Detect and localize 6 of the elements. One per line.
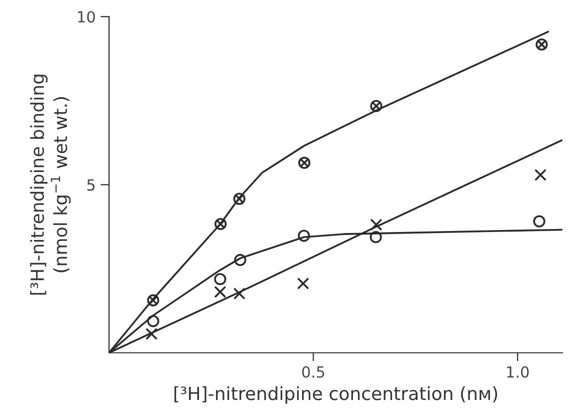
x-tick-label: 0.5 <box>302 366 324 378</box>
y-tick-label: 5 <box>87 179 95 191</box>
x-axis-title: [³H]-nitrendipine concentration (nᴍ) <box>174 386 498 404</box>
x-tick-label: 1.0 <box>507 366 529 378</box>
y-axis-title: [³H]-nitrendipine binding (nmol kg$^{−1}$ wet wt.) <box>30 74 71 295</box>
y-tick-label: 10 <box>78 11 95 23</box>
